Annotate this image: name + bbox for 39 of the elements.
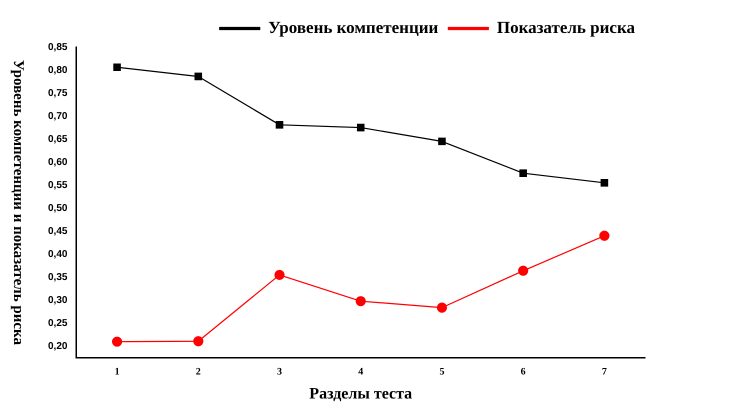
point: [194, 72, 202, 80]
y-axis-title: Уровень компетенции и показатель риска: [10, 60, 26, 346]
y-tick-label: 0,70: [48, 110, 68, 122]
point: [519, 169, 527, 177]
point: [600, 179, 608, 187]
y-tick-label: 0,50: [48, 202, 68, 214]
y-tick-label: 0,80: [48, 64, 68, 76]
x-tick-label: 1: [114, 366, 120, 378]
point: [112, 336, 122, 347]
y-tick-label: 0,55: [48, 180, 68, 191]
point: [274, 270, 285, 280]
point: [276, 121, 284, 129]
x-tick-label: 3: [277, 366, 282, 378]
x-tick-label: 7: [602, 366, 607, 378]
legend-label: Уровень компетенции: [268, 18, 439, 37]
x-tick-label: 4: [358, 366, 364, 378]
y-tick-label: 0,30: [48, 294, 68, 306]
y-tick-label: 0,60: [48, 156, 68, 168]
point: [436, 302, 448, 313]
y-tick-label: 0,35: [48, 272, 68, 283]
point: [356, 124, 365, 132]
x-axis-title: Разделы теста: [309, 386, 412, 403]
y-tick-label: 0,65: [48, 134, 68, 145]
point: [113, 63, 121, 72]
point: [438, 138, 446, 146]
point: [193, 336, 204, 346]
point: [599, 230, 610, 241]
point: [356, 296, 366, 306]
y-tick-label: 0,40: [48, 248, 68, 260]
x-tick-label: 5: [439, 366, 444, 378]
legend-label: Показатель риска: [496, 18, 636, 37]
y-tick-label: 0,45: [48, 226, 68, 237]
y-tick-label: 0,25: [48, 318, 68, 330]
x-tick-label: 6: [520, 366, 526, 378]
x-tick-label: 2: [196, 366, 201, 378]
y-tick-label: 0,20: [48, 341, 68, 352]
y-tick-label: 0,75: [48, 88, 68, 99]
y-tick-label: 0,85: [48, 42, 68, 53]
point: [518, 266, 528, 276]
